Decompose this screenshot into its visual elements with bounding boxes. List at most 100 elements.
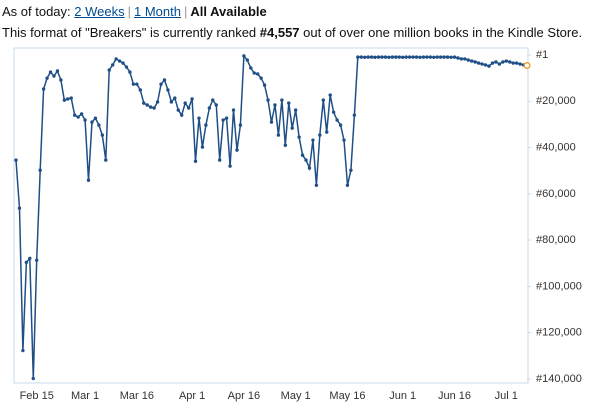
point: [435, 55, 439, 59]
point: [287, 101, 291, 105]
point: [397, 55, 401, 59]
point: [345, 183, 350, 187]
rank-line: This format of "Breakers" is currently r…: [2, 25, 582, 40]
point: [193, 159, 198, 163]
point: [325, 130, 329, 134]
point: [48, 70, 53, 74]
point: [17, 206, 22, 210]
point: [311, 138, 315, 142]
point: [369, 55, 374, 59]
point: [90, 120, 94, 124]
rank-text: This format of "Breakers" is currently r…: [2, 25, 260, 40]
point: [283, 143, 288, 147]
rank: #4,557: [259, 25, 300, 40]
range-link[interactable]: 1 Month: [134, 4, 181, 19]
point: [38, 168, 42, 172]
point: [380, 55, 384, 59]
point: [280, 98, 284, 102]
point: [463, 57, 467, 61]
point: [314, 183, 319, 187]
point: [72, 113, 77, 117]
point: [304, 158, 308, 162]
rank-text: out of over one million books in the Kin…: [299, 25, 583, 40]
point: [55, 69, 60, 73]
point: [117, 59, 122, 63]
point: [466, 58, 471, 62]
point: [366, 55, 370, 59]
point: [494, 60, 498, 64]
point: [169, 100, 174, 104]
point: [456, 56, 460, 60]
point: [224, 116, 229, 120]
point: [100, 133, 105, 137]
point: [152, 106, 156, 110]
point: [321, 98, 325, 102]
point: [490, 61, 495, 65]
y-tick-label: #140,000: [536, 373, 582, 385]
x-tick-label: Jun 16: [438, 390, 471, 402]
point: [363, 55, 367, 60]
separator: |: [127, 4, 132, 19]
point: [235, 148, 239, 152]
point: [259, 76, 263, 80]
point: [421, 55, 426, 59]
point: [110, 63, 115, 67]
point: [452, 55, 457, 59]
point: [52, 74, 56, 78]
point: [62, 98, 67, 102]
y-tick-label: #20,000: [536, 95, 576, 107]
x-tick-label: Apr 1: [179, 390, 205, 402]
point: [523, 61, 531, 70]
point: [356, 55, 360, 59]
point: [338, 123, 343, 127]
point: [180, 113, 184, 117]
point: [83, 118, 87, 122]
point: [183, 101, 187, 105]
point: [428, 55, 433, 59]
point: [245, 58, 250, 62]
point: [318, 133, 322, 137]
point: [262, 83, 267, 87]
point: [186, 106, 191, 110]
point: [470, 59, 474, 63]
point: [414, 55, 419, 59]
line: [15, 53, 528, 379]
x-tick-label: Mar 16: [120, 390, 154, 402]
point: [242, 54, 246, 58]
point: [445, 55, 450, 59]
point: [508, 60, 512, 64]
point: [86, 178, 91, 182]
point: [104, 158, 108, 162]
point: [190, 97, 194, 101]
point: [342, 138, 346, 142]
point: [97, 123, 101, 127]
point: [21, 348, 25, 353]
point: [252, 71, 256, 75]
point: [145, 103, 149, 107]
point: [231, 108, 236, 112]
point: [449, 55, 453, 60]
point: [497, 62, 502, 66]
range-link[interactable]: 2 Weeks: [74, 4, 125, 19]
y-tick-label: #1: [536, 49, 548, 61]
point: [66, 97, 70, 101]
point: [514, 61, 519, 65]
x-tick-label: Apr 16: [228, 390, 260, 402]
point: [200, 145, 205, 149]
point: [24, 260, 29, 265]
point: [276, 133, 281, 137]
point: [218, 158, 222, 162]
point: [221, 118, 225, 122]
y-tick-label: #40,000: [536, 141, 576, 153]
point: [214, 103, 218, 107]
point: [425, 55, 429, 59]
point: [394, 55, 398, 59]
y-tick-label: #60,000: [536, 188, 576, 200]
point: [297, 135, 301, 139]
y-tick-label: #80,000: [536, 234, 576, 246]
point: [331, 110, 336, 114]
point: [166, 88, 170, 92]
point: [93, 116, 98, 120]
point: [376, 55, 381, 59]
